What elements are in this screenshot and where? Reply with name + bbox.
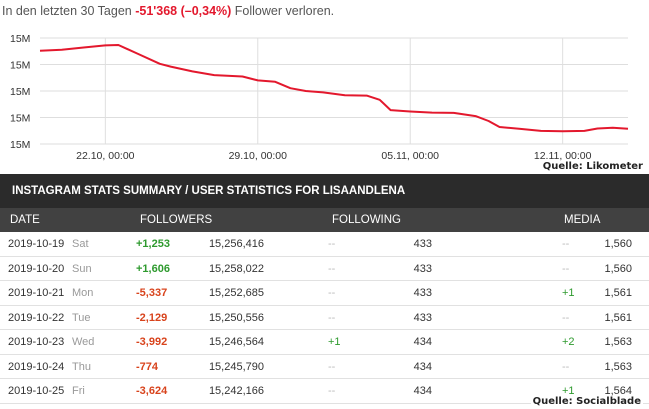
- stats-table: INSTAGRAM STATS SUMMARY / USER STATISTIC…: [0, 174, 649, 404]
- cell-date: 2019-10-21: [8, 287, 65, 299]
- header-followers: FOLLOWERS: [140, 214, 213, 226]
- cell-day: Mon: [72, 287, 94, 299]
- cell-mdelta: --: [562, 262, 570, 275]
- cell-media: 1,563: [604, 336, 632, 348]
- cell-following: 434: [413, 360, 432, 373]
- x-tick-label: 12.11, 00:00: [534, 150, 592, 162]
- cell-fdelta: +1: [328, 336, 341, 348]
- cell-date: 2019-10-25: [8, 385, 65, 397]
- header-media: MEDIA: [564, 214, 601, 226]
- cell-delta: -3,992: [136, 336, 168, 348]
- table-row: 2019-10-22 Tue -2,129 15,250,556 -- 433 -- 1,56…: [0, 306, 649, 330]
- summary-suffix: Follower verloren.: [231, 4, 335, 18]
- stats-table-header: DATE FOLLOWERS FOLLOWING MEDIA: [0, 208, 649, 232]
- cell-media: 1,561: [604, 287, 632, 299]
- cell-fdelta: --: [328, 238, 336, 250]
- cell-media: 1,563: [604, 360, 632, 373]
- x-tick-label: 22.10, 00:00: [76, 150, 135, 162]
- cell-mdelta: --: [562, 238, 570, 250]
- table-row: 2019-10-25 Fri -3,624 15,242,166 -- 434 +1 1,56…: [0, 379, 649, 404]
- cell-day: Sun: [72, 262, 92, 275]
- cell-following: 433: [413, 238, 432, 250]
- cell-date: 2019-10-22: [8, 311, 65, 324]
- cell-following: 433: [413, 262, 432, 275]
- cell-media: 1,560: [604, 262, 632, 275]
- cell-mdelta: +1: [562, 287, 575, 299]
- cell-delta: -3,624: [136, 385, 168, 397]
- cell-mdelta: +1: [562, 385, 575, 397]
- header-following: FOLLOWING: [332, 214, 402, 226]
- cell-date: 2019-10-19: [8, 238, 65, 250]
- cell-total: 15,242,166: [208, 385, 264, 397]
- table-row: 2019-10-20 Sun +1,606 15,258,022 -- 433 -- 1,56…: [0, 257, 649, 281]
- y-tick-label: 15M: [10, 86, 30, 98]
- cell-fdelta: --: [328, 262, 336, 275]
- cell-fdelta: --: [328, 385, 336, 397]
- cell-delta: -2,129: [136, 311, 168, 324]
- y-tick-label: 15M: [10, 139, 30, 151]
- cell-day: Sat: [72, 238, 89, 250]
- y-tick-label: 15M: [10, 60, 30, 72]
- cell-date: 2019-10-24: [8, 360, 65, 373]
- cell-total: 15,245,790: [208, 360, 264, 373]
- y-tick-label: 15M: [10, 113, 30, 125]
- cell-day: Fri: [72, 385, 85, 397]
- cell-following: 434: [413, 385, 432, 397]
- cell-fdelta: --: [328, 287, 336, 299]
- cell-delta: -5,337: [136, 287, 168, 299]
- follower-series-line: [39, 44, 629, 133]
- table-source-label: Quelle: Socialblade: [530, 396, 643, 407]
- cell-mdelta: --: [562, 311, 570, 324]
- y-tick-label: 15M: [10, 33, 30, 45]
- cell-total: 15,256,416: [208, 238, 264, 250]
- cell-following: 433: [413, 311, 432, 324]
- cell-total: 15,250,556: [208, 311, 264, 324]
- cell-date: 2019-10-20: [8, 262, 65, 275]
- cell-mdelta: +2: [562, 336, 575, 348]
- cell-date: 2019-10-23: [8, 336, 65, 348]
- cell-day: Thu: [72, 360, 91, 373]
- chart-source-label: Quelle: Likometer: [542, 161, 643, 172]
- cell-total: 15,252,685: [208, 287, 264, 299]
- cell-total: 15,258,022: [208, 262, 264, 275]
- cell-mdelta: --: [562, 360, 570, 373]
- cell-day: Tue: [72, 311, 91, 324]
- x-tick-label: 05.11, 00:00: [381, 150, 439, 162]
- table-row: 2019-10-21 Mon -5,337 15,252,685 -- 433 +1 1,56…: [0, 281, 649, 306]
- cell-following: 433: [413, 287, 432, 299]
- x-tick-label: 29.10, 00:00: [229, 150, 288, 162]
- cell-day: Wed: [72, 336, 95, 348]
- cell-media: 1,561: [604, 311, 632, 324]
- cell-total: 15,246,564: [208, 336, 264, 348]
- cell-delta: -774: [136, 360, 159, 373]
- follower-line-chart: 15M 15M 15M 15M 15M 22.10, 00:00 29.10, 00:00 0…: [10, 33, 629, 162]
- table-row: 2019-10-23 Wed -3,992 15,246,564 +1 434 +2 1,56…: [0, 330, 649, 355]
- cell-delta: +1,253: [136, 238, 170, 250]
- table-row: 2019-10-24 Thu -774 15,245,790 -- 434 -- 1,563: [0, 355, 649, 379]
- cell-following: 434: [413, 336, 432, 348]
- stats-table-title: INSTAGRAM STATS SUMMARY / USER STATISTIC…: [0, 174, 649, 208]
- cell-media: 1,564: [604, 385, 632, 397]
- cell-fdelta: --: [328, 311, 336, 324]
- stats-table-body: 2019-10-19 Sat +1,253 15,256,416 -- 433 -- 1,56…: [0, 232, 649, 404]
- follower-loss-value: -51'368 (–0,34%): [135, 4, 232, 18]
- header-date: DATE: [10, 214, 40, 226]
- cell-fdelta: --: [328, 360, 336, 373]
- summary-prefix: In den letzten 30 Tagen: [2, 4, 136, 18]
- table-row: 2019-10-19 Sat +1,253 15,256,416 -- 433 -- 1,56…: [0, 232, 649, 257]
- cell-media: 1,560: [604, 238, 632, 250]
- cell-delta: +1,606: [136, 262, 170, 275]
- follower-change-summary: In den letzten 30 Tagen -51'368 (–0,34%)…: [2, 4, 334, 18]
